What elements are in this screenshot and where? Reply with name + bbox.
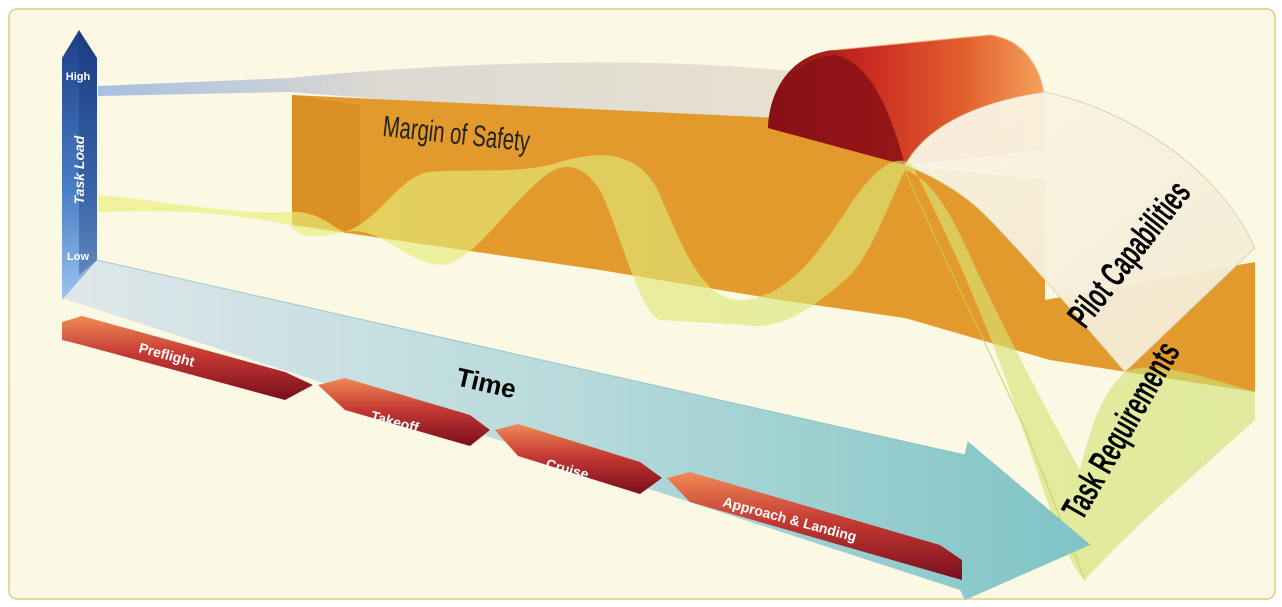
time-arrow-edge xyxy=(87,257,1091,546)
phase-ribbon-takeoff xyxy=(318,378,490,446)
task-load-axis-arrow xyxy=(62,30,97,300)
phase-ribbon-preflight xyxy=(62,316,313,400)
axis-arrow-shade xyxy=(79,30,97,275)
axis-low-label: Low xyxy=(67,251,89,263)
axis-task-load-label: Task Load xyxy=(71,135,87,204)
pilot-capabilities-surface xyxy=(904,91,1256,373)
capability-peak-shadow xyxy=(768,55,905,165)
phase-ribbon-cruise xyxy=(495,424,662,494)
task-requirements-surface xyxy=(98,155,1255,580)
phase-ribbon-approach-landing xyxy=(667,472,962,580)
margin-band-shade xyxy=(292,95,360,232)
axis-high-label: High xyxy=(66,71,91,83)
